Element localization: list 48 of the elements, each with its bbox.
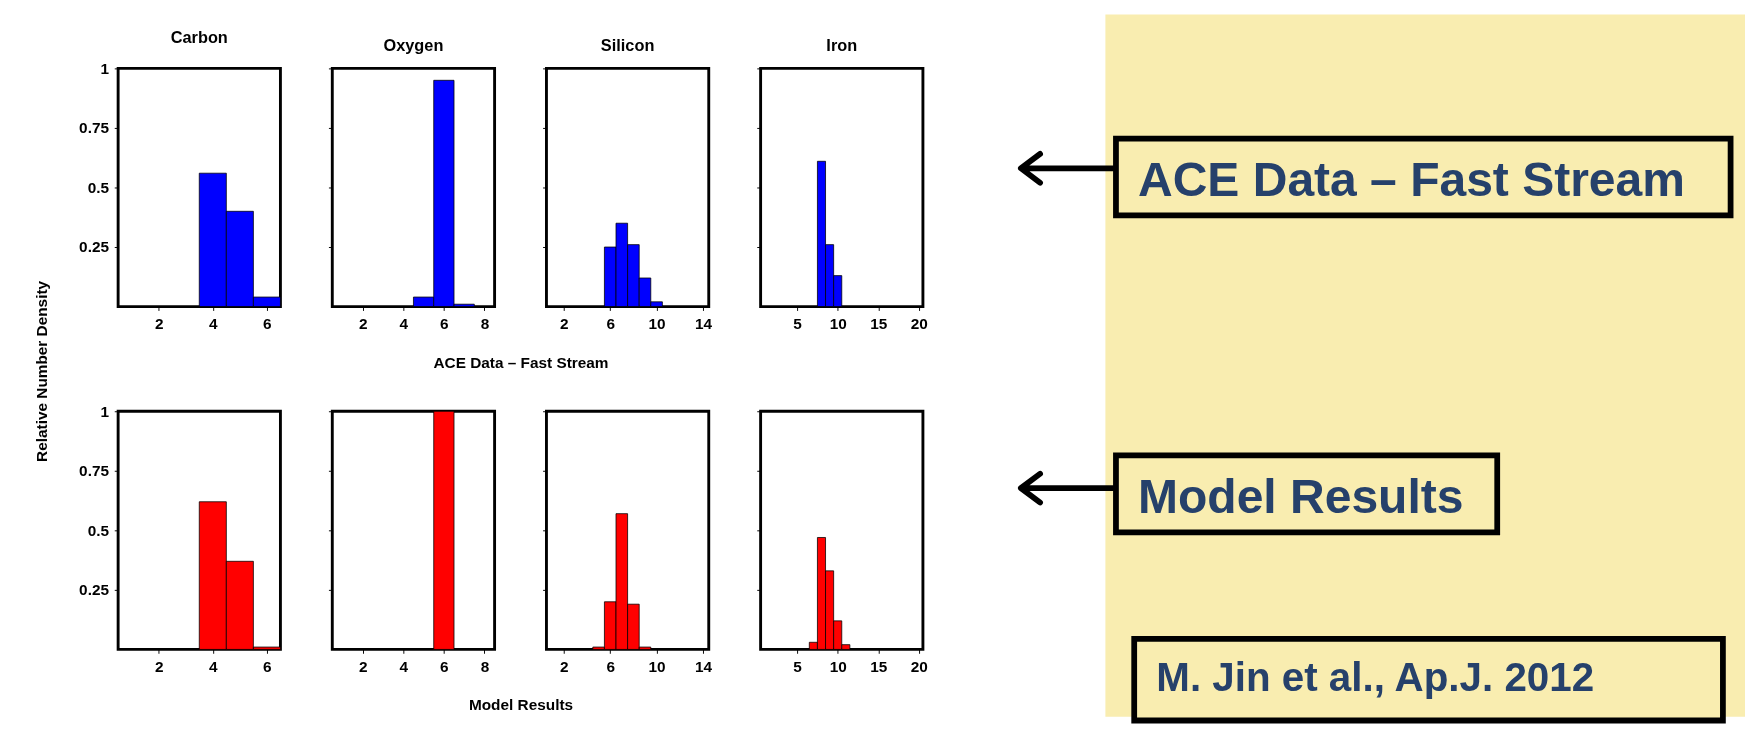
text: Model Results: [1138, 470, 1464, 524]
y-tick-label: 1: [100, 59, 110, 77]
x-tick-label: 2: [154, 658, 164, 675]
x-tick-label: 2: [560, 658, 569, 675]
text: ACE Data – Fast Stream: [1138, 153, 1685, 207]
chart-title: Carbon: [170, 28, 228, 47]
x-tick-label: 6: [606, 658, 615, 675]
x-tick-label: 10: [829, 658, 847, 675]
x-tick-label: 8: [480, 315, 490, 333]
y-tick-label: 0.25: [79, 581, 110, 599]
x-tick-label: 5: [793, 315, 803, 333]
x-tick-label: 6: [263, 658, 272, 675]
x-tick-label: 2: [358, 315, 368, 333]
y-axis-title: Relative Number Density: [33, 280, 51, 462]
x-tick-label: 5: [793, 658, 803, 675]
y-tick-label: 0.5: [87, 178, 110, 196]
chart-title: Silicon: [600, 35, 655, 54]
x-tick-label: 14: [694, 315, 713, 333]
x-tick-label: 10: [648, 658, 666, 675]
chart-title: Oxygen: [383, 35, 444, 54]
x-tick-label: 8: [480, 658, 490, 675]
x-tick-label: 15: [870, 658, 888, 675]
x-tick-label: 4: [209, 315, 219, 333]
y-tick-label: 1: [100, 402, 110, 420]
x-tick-label: 4: [399, 315, 409, 333]
x-axis-title: Model Results: [468, 696, 574, 714]
x-axis-title: ACE Data – Fast Stream: [433, 353, 609, 371]
y-tick-label: 0.5: [87, 521, 110, 539]
x-tick-label: 6: [606, 315, 615, 333]
x-tick-label: 6: [263, 315, 272, 333]
y-tick-label: 0.75: [79, 462, 110, 480]
x-tick-label: 2: [560, 315, 569, 333]
x-tick-label: 15: [870, 315, 888, 333]
y-tick-label: 0.75: [79, 119, 110, 137]
x-tick-label: 10: [829, 315, 847, 333]
x-tick-label: 14: [694, 658, 713, 675]
x-tick-label: 10: [648, 315, 666, 333]
x-tick-label: 6: [440, 315, 449, 333]
text: M. Jin et al., Ap.J. 2012: [1156, 653, 1595, 700]
x-tick-label: 2: [154, 315, 164, 333]
x-tick-label: 2: [358, 658, 368, 675]
x-tick-label: 4: [209, 658, 219, 675]
y-tick-label: 0.25: [79, 238, 110, 256]
chart-title: Iron: [826, 35, 858, 54]
x-tick-label: 20: [910, 658, 928, 675]
x-tick-label: 20: [910, 315, 928, 333]
x-tick-label: 6: [440, 658, 449, 675]
x-tick-label: 4: [399, 658, 409, 675]
